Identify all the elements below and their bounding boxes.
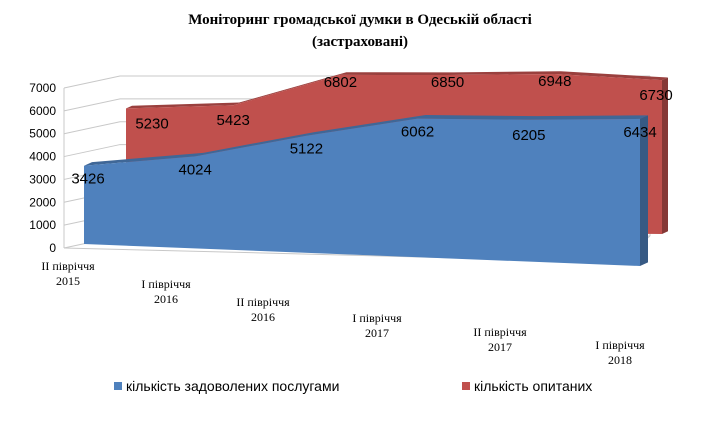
y-tick-label: 6000 [29,104,56,118]
x-category-label: І півріччя 2016 [141,277,191,306]
y-tick-label: 3000 [29,172,56,186]
legend: кількість задоволених послугами кількість… [114,378,592,394]
legend-swatch [114,382,122,390]
legend-label: кількість опитаних [474,378,592,394]
data-label: 6205 [512,127,545,144]
y-tick-label: 7000 [29,81,56,95]
data-label: 6434 [623,124,656,141]
plot-series: 5230 5423 6802 6850 6948 6730 3426 4024 5122 6062… [71,71,673,266]
area-side-face [662,77,668,234]
data-label: 4024 [179,161,212,178]
x-category-label: І півріччя 2017 [352,311,402,340]
data-label: 6948 [538,73,571,90]
y-tick-label: 1000 [29,218,56,232]
data-label: 5230 [135,115,168,132]
data-label: 6062 [401,124,434,141]
x-axis: ІІ півріччя 2015 І півріччя 2016 ІІ півріччя… [41,259,645,367]
chart-title: Моніторинг громадської думки в Одеській … [188,12,532,28]
data-label: 5122 [290,141,323,158]
y-tick-label: 0 [49,241,56,255]
legend-swatch [462,382,470,390]
y-tick-label: 4000 [29,150,56,164]
x-category-label: ІІ півріччя 2017 [473,325,527,354]
area-side-face [640,115,648,266]
x-category-label: І півріччя 2018 [595,338,645,367]
x-category-label: ІІ півріччя 2015 [41,259,95,288]
y-tick-label: 5000 [29,127,56,141]
data-label: 6802 [324,74,357,91]
x-category-label: ІІ півріччя 2016 [236,295,290,324]
data-label: 5423 [217,112,250,129]
y-tick-label: 2000 [29,195,56,209]
chart-subtitle: (застраховані) [312,34,408,50]
area-top-face [126,71,668,109]
legend-label: кількість задоволених послугами [126,378,339,394]
data-label: 3426 [71,171,104,188]
y-axis: 0 1000 2000 3000 4000 5000 6000 7000 [29,81,56,255]
area-top-face [84,115,648,166]
data-label: 6850 [431,74,464,91]
area-series [84,118,640,266]
data-label: 6730 [639,87,672,104]
